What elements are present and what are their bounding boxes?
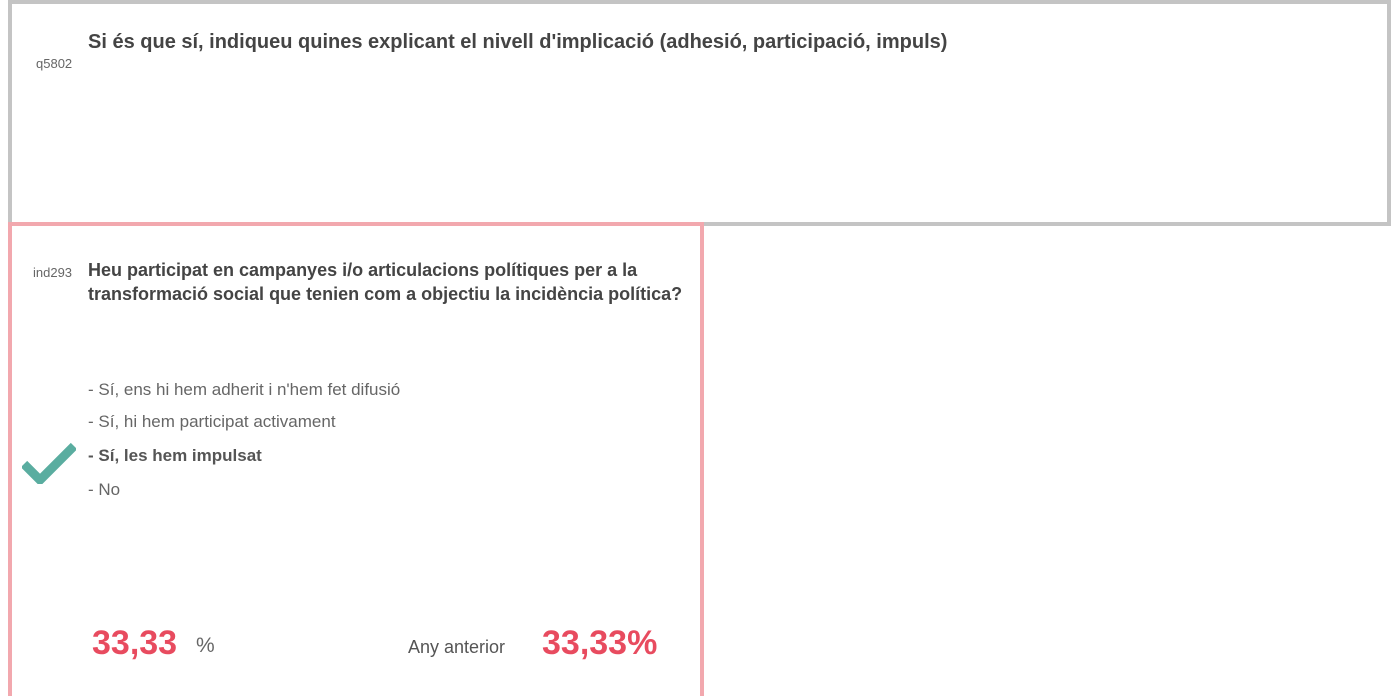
page: q5802 Si és que sí, indiqueu quines expl… — [8, 0, 1391, 696]
option: - Sí, hi hem participat activament — [88, 412, 336, 431]
result-unit: % — [196, 634, 215, 657]
option: - Sí, les hem impulsat — [88, 446, 262, 465]
question-title: Si és que sí, indiqueu quines explicant … — [88, 31, 948, 53]
indicator-code: ind293 — [33, 265, 73, 280]
previous-value: 33,33% — [542, 624, 658, 662]
question-code: q5802 — [36, 56, 73, 71]
indicator-question: Heu participat en campanyes i/o articula… — [88, 260, 683, 304]
option: - No — [88, 480, 121, 499]
check-icon — [22, 442, 76, 484]
result-value: 33,33 — [92, 624, 178, 662]
previous-label: Any anterior — [408, 637, 506, 657]
indicator-card — [8, 222, 704, 696]
option: - Sí, ens hi hem adherit i n'hem fet dif… — [88, 380, 401, 399]
